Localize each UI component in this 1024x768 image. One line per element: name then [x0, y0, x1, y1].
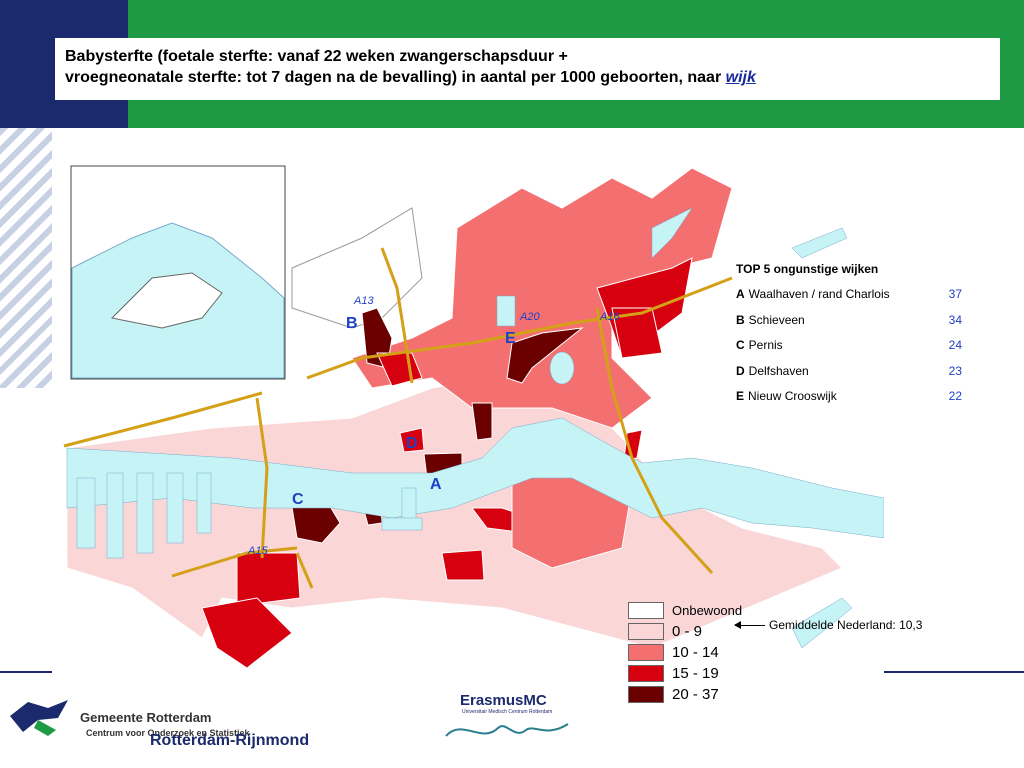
road-label-a16: A16: [599, 311, 620, 323]
legend-swatch: [628, 602, 664, 619]
top5-name: Pernis: [748, 338, 783, 352]
arrow-left-icon: [734, 620, 765, 629]
title-box: Babysterfte (foetale sterfte: vanaf 22 w…: [55, 38, 1000, 100]
legend-label: 10 - 14: [672, 644, 719, 661]
district-mid-dark: [471, 402, 493, 441]
top5-name: Nieuw Crooswijk: [748, 389, 837, 403]
district-onbewoond: [291, 207, 423, 329]
top5-name: Delfshaven: [748, 363, 809, 378]
district-red-ne2: [611, 307, 663, 359]
marker-a: A: [430, 476, 442, 493]
top5-row: A Waalhaven / rand Charlois 37: [736, 287, 962, 313]
map-area: A13 A20 A16 A15 A B C D E: [52, 128, 884, 688]
footer-divider-left: [0, 671, 52, 673]
legend-label: 20 - 37: [672, 686, 719, 703]
top5-code: B: [736, 312, 745, 327]
district-red-far-sw: [201, 597, 293, 669]
top5-table: TOP 5 ongunstige wijken A Waalhaven / ra…: [736, 262, 962, 415]
gemeente-name: Gemeente Rotterdam: [80, 710, 212, 725]
legend-swatch: [628, 665, 664, 682]
cos-name: Centrum voor Onderzoek en Statistiek: [86, 728, 250, 738]
footer-logos: Gemeente Rotterdam Centrum voor Onderzoe…: [8, 690, 348, 750]
motorways: [63, 247, 733, 589]
river-maas: [66, 417, 884, 539]
top5-value: 37: [948, 287, 962, 301]
top5-row: B Schieveen 34: [736, 313, 962, 339]
legend-item: 20 - 37: [628, 684, 742, 705]
top5-row: E Nieuw Crooswijk 22: [736, 389, 962, 415]
road-label-a20: A20: [519, 311, 540, 323]
erasmus-logo-text: ErasmusMC: [460, 692, 547, 709]
marker-d: D: [406, 435, 418, 452]
legend-label: 15 - 19: [672, 665, 719, 682]
marker-c: C: [292, 491, 304, 508]
average-note: Gemiddelde Nederland: 10,3: [734, 618, 923, 632]
top5-value: 34: [948, 312, 962, 327]
title-line-1: Babysterfte (foetale sterfte: vanaf 22 w…: [65, 48, 568, 65]
legend-item: Onbewoond: [628, 600, 742, 621]
district-north: [351, 167, 733, 429]
legend-item: 15 - 19: [628, 663, 742, 684]
top5-code: D: [736, 363, 745, 378]
district-red-east: [623, 429, 643, 461]
top5-row: C Pernis 24: [736, 338, 962, 364]
top5-code: C: [736, 338, 745, 352]
legend-swatch: [628, 686, 664, 703]
footer-divider-right: [884, 671, 1024, 673]
slide-title: Babysterfte (foetale sterfte: vanaf 22 w…: [65, 46, 992, 88]
marker-e: E: [505, 330, 516, 347]
top5-name: Schieveen: [748, 312, 805, 327]
district-red-southwest: [236, 552, 301, 607]
top5-value: 23: [948, 363, 962, 378]
legend-swatch: [628, 623, 664, 640]
gemeente-logo-icon: [10, 700, 68, 736]
inset-map: [70, 165, 286, 380]
district-red-south2: [441, 549, 485, 581]
rotterdam-map: A13 A20 A16 A15 A B C D E: [63, 165, 884, 669]
legend-swatch: [628, 644, 664, 661]
legend-item: 10 - 14: [628, 642, 742, 663]
road-label-a15: A15: [247, 545, 268, 557]
top5-code: E: [736, 389, 745, 403]
legend-item: 0 - 9: [628, 621, 742, 642]
title-line-2: vroegneonatale sterfte: tot 7 dagen na d…: [65, 69, 722, 86]
road-label-a13: A13: [353, 295, 374, 307]
map-legend: Onbewoond 0 - 9 10 - 14 15 - 19 20 - 37: [628, 600, 742, 705]
decorative-stripes: [0, 128, 52, 388]
legend-label: 0 - 9: [672, 623, 703, 640]
region-name: Rotterdam-Rijnmond: [150, 732, 310, 749]
district-e-crooswijk: [506, 327, 584, 384]
top5-heading: TOP 5 ongunstige wijken: [736, 262, 879, 276]
top5-name: Waalhaven / rand Charlois: [748, 287, 890, 301]
marker-b: B: [346, 315, 358, 332]
erasmus-signature-icon: [445, 723, 569, 737]
average-note-text: Gemiddelde Nederland: 10,3: [769, 618, 923, 632]
harbour-basins: [76, 207, 853, 649]
district-d-delfshaven: [399, 427, 425, 453]
top5-row: D Delfshaven 23: [736, 364, 962, 390]
erasmus-subtitle: Universitair Medisch Centrum Rotterdam: [462, 709, 553, 715]
top5-value: 22: [948, 389, 962, 403]
top5-code: A: [736, 287, 745, 301]
top5-value: 24: [948, 338, 962, 352]
title-link-wijk[interactable]: wijk: [725, 69, 756, 86]
legend-label: Onbewoond: [672, 603, 743, 618]
